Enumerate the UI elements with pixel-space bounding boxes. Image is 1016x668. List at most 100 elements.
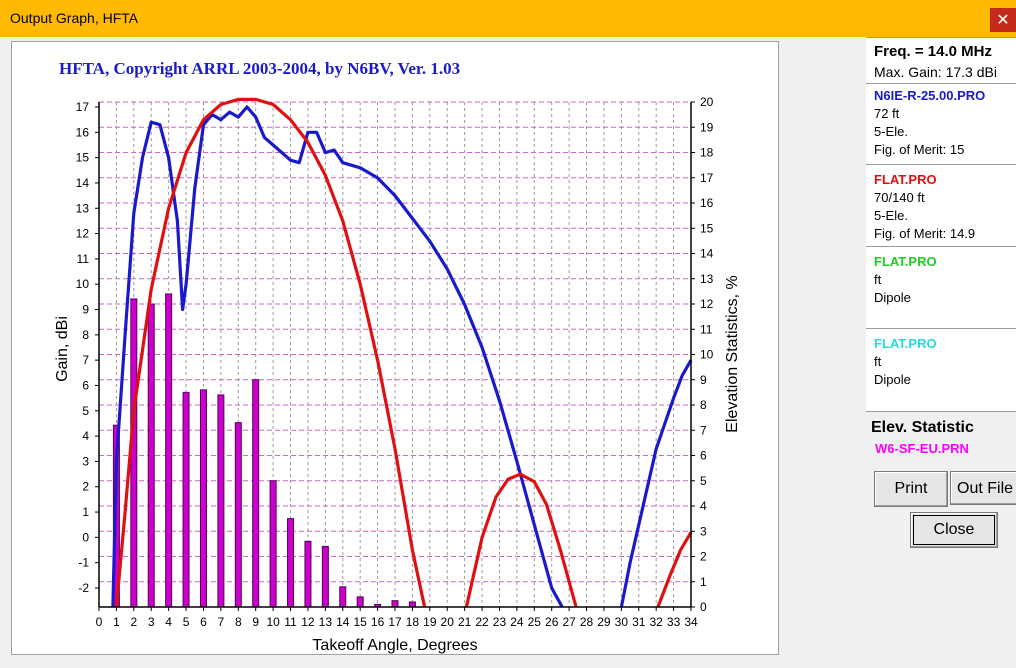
left-tick-label: 15 <box>76 151 90 165</box>
x-tick-label: 19 <box>423 615 437 629</box>
left-axis-label: Gain, dBi <box>54 316 71 382</box>
x-tick-label: 14 <box>336 615 350 629</box>
right-tick-label: 13 <box>700 272 714 286</box>
right-axis-label: Elevation Statistics, % <box>724 275 741 432</box>
antenna-4-box: FLAT.PRO ft Dipole <box>866 328 1016 412</box>
antenna-1-box: N6IE-R-25.00.PRO 72 ft 5-Ele. Fig. of Me… <box>866 83 1016 166</box>
x-tick-label: 3 <box>148 615 155 629</box>
x-tick-label: 27 <box>562 615 576 629</box>
left-tick-label: 3 <box>82 454 89 468</box>
chart-axes: 0 1 2 3 4 5 6 7 8 9 10 11 12 13 14 15 16 17 18 19 20 21 22 23 24… <box>76 95 714 629</box>
left-tick-label: 14 <box>76 176 90 190</box>
x-tick-label: 13 <box>319 615 333 629</box>
antenna-3-height: ft <box>874 272 882 287</box>
antenna-3-type: Dipole <box>874 290 911 305</box>
left-tick-label: -2 <box>78 581 89 595</box>
window-close-icon[interactable]: ✕ <box>990 8 1016 32</box>
left-tick-label: 6 <box>82 378 89 392</box>
left-tick-label: 8 <box>82 328 89 342</box>
x-tick-label: 32 <box>649 615 663 629</box>
left-tick-label: 0 <box>82 530 89 544</box>
close-button[interactable]: Close <box>910 512 998 548</box>
gain-curve <box>114 97 427 608</box>
x-tick-label: 17 <box>388 615 402 629</box>
right-tick-label: 11 <box>700 322 713 336</box>
x-tick-label: 10 <box>266 615 280 629</box>
right-tick-label: 15 <box>700 221 714 235</box>
x-tick-label: 30 <box>615 615 629 629</box>
title-bar: Output Graph, HFTA ✕ <box>0 0 1016 37</box>
x-axis-label: Takeoff Angle, Degrees <box>312 637 477 654</box>
left-tick-label: 16 <box>76 125 90 139</box>
right-tick-label: 2 <box>700 550 707 564</box>
graph-header: HFTA, Copyright ARRL 2003-2004, by N6BV,… <box>59 59 460 78</box>
antenna-2-merit: Fig. of Merit: 14.9 <box>874 226 976 241</box>
print-button[interactable]: Print <box>874 471 948 507</box>
elevation-bar <box>356 596 364 608</box>
right-tick-label: 8 <box>700 398 707 412</box>
x-tick-label: 18 <box>406 615 420 629</box>
x-tick-label: 31 <box>632 615 646 629</box>
out-file-button[interactable]: Out File <box>950 471 1016 505</box>
left-tick-label: 10 <box>76 277 90 291</box>
elevation-bar <box>269 480 277 608</box>
x-tick-label: 25 <box>528 615 542 629</box>
elevation-bar <box>147 303 155 608</box>
antenna-1-type: 5-Ele. <box>874 124 908 139</box>
right-tick-label: 0 <box>700 600 707 614</box>
elevation-bar <box>339 586 347 608</box>
gain-curves <box>111 97 693 608</box>
gain-curve <box>464 472 578 608</box>
elevation-bar <box>234 422 242 608</box>
x-tick-label: 23 <box>493 615 507 629</box>
gain-chart: HFTA, Copyright ARRL 2003-2004, by N6BV,… <box>54 59 741 654</box>
right-tick-label: 10 <box>700 348 714 362</box>
elevation-bar <box>408 601 416 608</box>
left-tick-label: 13 <box>76 201 90 215</box>
elev-statistic-file: W6-SF-EU.PRN <box>875 441 969 456</box>
right-tick-label: 14 <box>700 247 714 261</box>
left-tick-label: 4 <box>82 429 89 443</box>
elevation-bar <box>199 389 207 608</box>
x-tick-label: 33 <box>667 615 681 629</box>
elevation-bar <box>217 394 225 608</box>
print-button-label: Print <box>894 480 928 497</box>
window-title: Output Graph, HFTA <box>10 10 139 26</box>
x-tick-label: 29 <box>597 615 611 629</box>
elevation-bar <box>182 391 190 608</box>
x-tick-label: 4 <box>165 615 172 629</box>
x-tick-label: 11 <box>284 615 297 629</box>
x-tick-label: 15 <box>353 615 367 629</box>
right-tick-label: 3 <box>700 524 707 538</box>
x-tick-label: 1 <box>113 615 120 629</box>
gain-curve <box>111 105 564 608</box>
x-tick-label: 2 <box>130 615 137 629</box>
freq-box: Freq. = 14.0 MHz Max. Gain: 17.3 dBi <box>866 37 1016 85</box>
antenna-3-box: FLAT.PRO ft Dipole <box>866 246 1016 330</box>
antenna-4-height: ft <box>874 354 882 369</box>
x-tick-label: 5 <box>183 615 190 629</box>
antenna-2-name: FLAT.PRO <box>874 172 937 187</box>
x-tick-label: 7 <box>218 615 225 629</box>
right-tick-label: 7 <box>700 423 707 437</box>
elevation-bar <box>391 600 399 608</box>
right-tick-label: 16 <box>700 196 714 210</box>
close-button-label: Close <box>933 521 975 538</box>
x-tick-label: 28 <box>580 615 594 629</box>
gain-curve <box>619 359 693 608</box>
antenna-2-height: 70/140 ft <box>874 190 925 205</box>
elevation-bar <box>304 540 312 608</box>
antenna-2-type: 5-Ele. <box>874 208 908 223</box>
x-tick-label: 0 <box>96 615 103 629</box>
antenna-1-name: N6IE-R-25.00.PRO <box>874 88 986 103</box>
right-tick-label: 17 <box>700 171 714 185</box>
left-tick-label: 12 <box>76 227 90 241</box>
x-tick-label: 26 <box>545 615 559 629</box>
x-tick-label: 24 <box>510 615 524 629</box>
x-tick-label: 34 <box>684 615 698 629</box>
freq-value: Freq. = 14.0 MHz <box>874 43 992 60</box>
x-tick-label: 9 <box>252 615 259 629</box>
max-gain-value: Max. Gain: 17.3 dBi <box>874 64 997 80</box>
right-tick-label: 5 <box>700 474 707 488</box>
out-file-button-label: Out File <box>957 480 1014 497</box>
